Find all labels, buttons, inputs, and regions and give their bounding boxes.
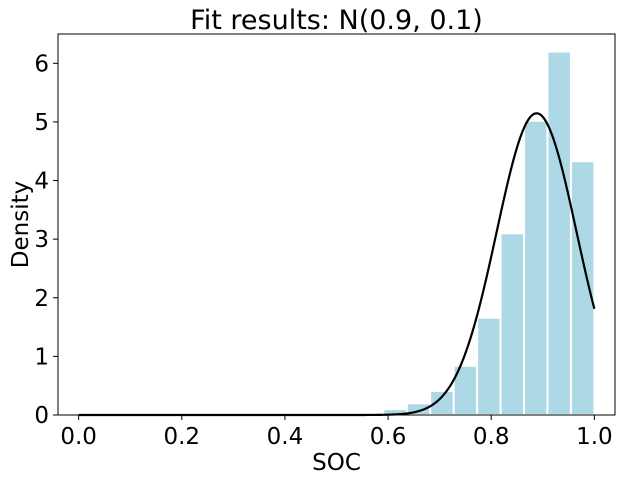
x-tick-label: 0.4 [267,424,304,450]
histogram-bar-7 [499,232,526,416]
histogram-bar-9 [546,50,572,416]
histogram-bar-8 [523,119,549,417]
histogram-bar-10 [569,160,596,416]
y-tick-label: 3 [34,227,49,253]
y-axis: 0 1 2 3 4 5 6 [34,51,58,429]
chart-title: Fit results: N(0.9, 0.1) [190,5,483,36]
y-tick-label: 4 [34,169,49,195]
x-axis: 0.0 0.2 0.4 0.6 0.8 1.0 [60,415,613,450]
y-tick-label: 1 [34,344,49,370]
histogram-bar-6 [476,316,502,416]
y-tick-label: 6 [34,51,49,77]
axes-frame [57,33,616,416]
y-tick-label: 2 [34,286,49,312]
y-tick-label: 0 [34,403,49,429]
x-tick-label: 0.6 [370,424,407,450]
x-tick-label: 0.0 [60,424,97,450]
x-tick-label: 0.2 [163,424,200,450]
y-tick-label: 5 [34,110,49,136]
y-axis-label: Density [8,181,34,268]
x-tick-label: 0.8 [473,424,510,450]
bars-layer [335,50,596,417]
x-axis-label: SOC [312,450,361,476]
x-tick-label: 1.0 [576,424,613,450]
